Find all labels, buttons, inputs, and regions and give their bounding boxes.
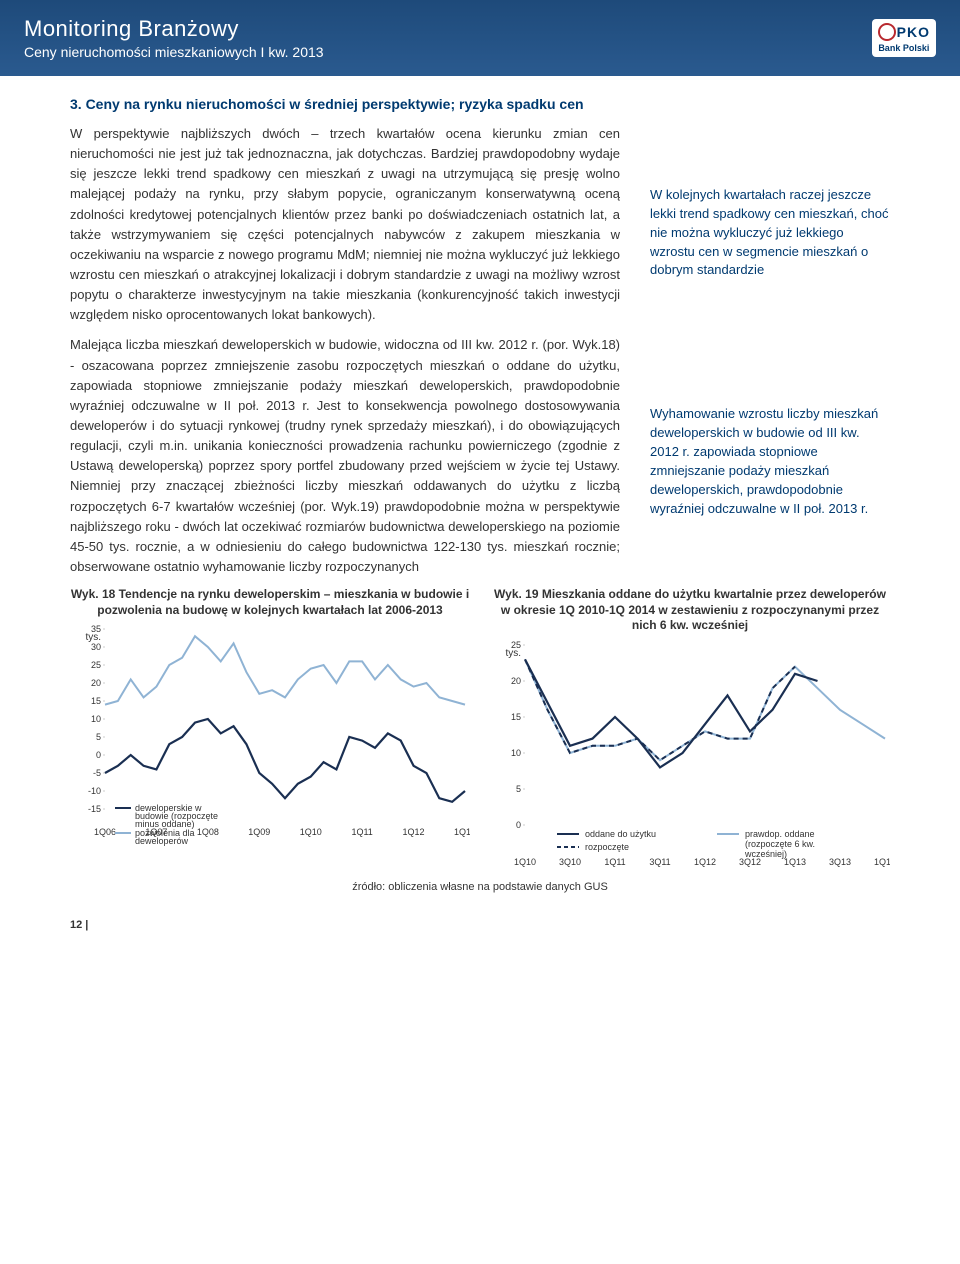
logo-letters: PKO	[897, 24, 930, 40]
sidebar-note-2-col: Wyhamowanie wzrostu liczby mieszkań dewe…	[650, 335, 890, 577]
svg-text:-15: -15	[88, 804, 101, 814]
pko-logo-icon: PKO	[878, 23, 930, 41]
sidebar-note-1-col: W kolejnych kwartałach raczej jeszcze le…	[650, 124, 890, 325]
svg-text:(rozpoczęte 6 kw.: (rozpoczęte 6 kw.	[745, 839, 815, 849]
svg-text:1Q09: 1Q09	[248, 827, 270, 837]
header: Monitoring Branżowy Ceny nieruchomości m…	[0, 0, 960, 76]
svg-text:prawdop. oddane: prawdop. oddane	[745, 829, 815, 839]
charts-row: Wyk. 18 Tendencje na rynku deweloperskim…	[70, 587, 890, 875]
svg-text:1Q08: 1Q08	[197, 827, 219, 837]
svg-text:30: 30	[91, 642, 101, 652]
document-subtitle: Ceny nieruchomości mieszkaniowych I kw. …	[24, 44, 324, 60]
svg-text:-5: -5	[93, 768, 101, 778]
brand-logo: PKO Bank Polski	[872, 19, 936, 57]
svg-text:3Q11: 3Q11	[649, 857, 670, 867]
chart-19-title: Wyk. 19 Mieszkania oddane do użytku kwar…	[490, 587, 890, 634]
svg-text:wcześniej): wcześniej)	[744, 849, 787, 859]
row-2: Malejąca liczba mieszkań deweloperskich …	[70, 335, 890, 577]
data-source: źródło: obliczenia własne na podstawie d…	[70, 881, 890, 893]
chart-18-svg: -15-10-505101520253035tys.1Q061Q071Q081Q…	[70, 624, 470, 854]
svg-text:1Q13: 1Q13	[784, 857, 806, 867]
svg-text:1Q10: 1Q10	[300, 827, 322, 837]
chart-19-svg: 0510152025tys.1Q103Q101Q113Q111Q123Q121Q…	[490, 640, 890, 870]
svg-text:1Q13: 1Q13	[454, 827, 470, 837]
svg-text:0: 0	[516, 820, 521, 830]
svg-text:1Q12: 1Q12	[403, 827, 425, 837]
svg-text:-10: -10	[88, 786, 101, 796]
header-text-block: Monitoring Branżowy Ceny nieruchomości m…	[24, 16, 324, 60]
document-title: Monitoring Branżowy	[24, 16, 324, 42]
svg-text:15: 15	[91, 696, 101, 706]
row-1: W perspektywie najbliższych dwóch – trze…	[70, 124, 890, 325]
svg-text:1Q10: 1Q10	[514, 857, 536, 867]
brand-name: Bank Polski	[878, 43, 929, 53]
paragraph-2-col: Malejąca liczba mieszkań deweloperskich …	[70, 335, 620, 577]
svg-text:oddane do użytku: oddane do użytku	[585, 829, 656, 839]
paragraph-1: W perspektywie najbliższych dwóch – trze…	[70, 124, 620, 325]
svg-text:10: 10	[91, 714, 101, 724]
paragraph-1-col: W perspektywie najbliższych dwóch – trze…	[70, 124, 620, 325]
svg-text:1Q11: 1Q11	[351, 827, 372, 837]
svg-text:5: 5	[96, 732, 101, 742]
svg-text:rozpoczęte: rozpoczęte	[585, 842, 629, 852]
paragraph-2: Malejąca liczba mieszkań deweloperskich …	[70, 335, 620, 577]
svg-text:tys.: tys.	[85, 632, 101, 643]
sidebar-note-1: W kolejnych kwartałach raczej jeszcze le…	[650, 186, 890, 280]
svg-text:3Q13: 3Q13	[829, 857, 851, 867]
svg-text:1Q11: 1Q11	[604, 857, 625, 867]
svg-text:1Q12: 1Q12	[694, 857, 716, 867]
svg-text:1Q14: 1Q14	[874, 857, 890, 867]
svg-text:3Q10: 3Q10	[559, 857, 581, 867]
svg-text:5: 5	[516, 784, 521, 794]
svg-text:0: 0	[96, 750, 101, 760]
svg-text:1Q06: 1Q06	[94, 827, 116, 837]
svg-text:20: 20	[511, 676, 521, 686]
chart-18-title: Wyk. 18 Tendencje na rynku deweloperskim…	[70, 587, 470, 618]
content-area: 3. Ceny na rynku nieruchomości w średnie…	[0, 76, 960, 905]
logo-circle-icon	[878, 23, 896, 41]
chart-18: Wyk. 18 Tendencje na rynku deweloperskim…	[70, 587, 470, 875]
svg-text:25: 25	[91, 660, 101, 670]
page-number: 12 |	[0, 919, 960, 931]
svg-text:deweloperów: deweloperów	[135, 836, 189, 846]
svg-text:20: 20	[91, 678, 101, 688]
svg-text:10: 10	[511, 748, 521, 758]
section-heading: 3. Ceny na rynku nieruchomości w średnie…	[70, 96, 890, 112]
chart-19: Wyk. 19 Mieszkania oddane do użytku kwar…	[490, 587, 890, 875]
svg-text:15: 15	[511, 712, 521, 722]
svg-text:tys.: tys.	[505, 648, 521, 659]
sidebar-note-2: Wyhamowanie wzrostu liczby mieszkań dewe…	[650, 405, 890, 518]
